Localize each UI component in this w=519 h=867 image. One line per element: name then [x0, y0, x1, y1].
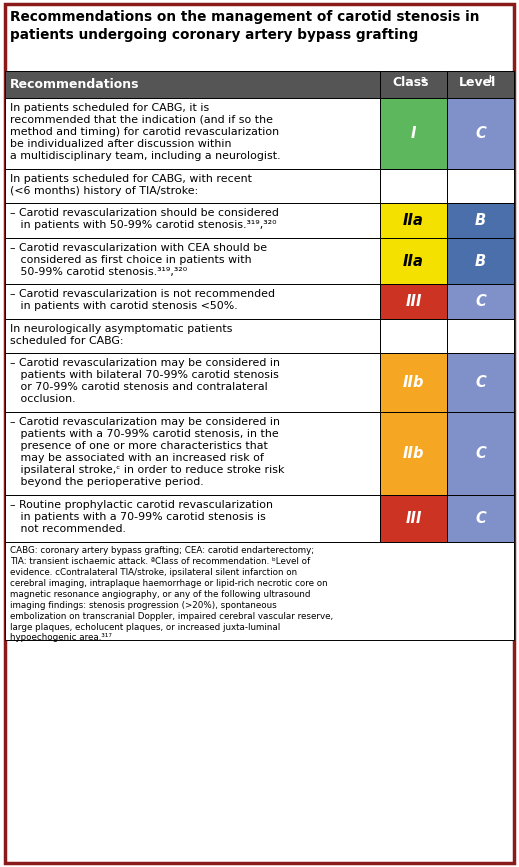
Text: IIa: IIa	[403, 213, 424, 228]
Text: In neurologically asymptomatic patients
scheduled for CABG:: In neurologically asymptomatic patients …	[10, 323, 233, 346]
Text: Level: Level	[459, 76, 496, 89]
Bar	[5, 319, 380, 353]
Text: Recommendations: Recommendations	[10, 78, 140, 91]
Bar	[5, 353, 380, 412]
Text: B: B	[475, 254, 486, 269]
Bar	[5, 495, 380, 542]
Text: C: C	[475, 375, 486, 390]
Bar	[380, 204, 447, 238]
Bar	[380, 238, 447, 284]
Bar	[380, 353, 447, 412]
Text: IIa: IIa	[403, 254, 424, 269]
Bar	[5, 71, 380, 98]
Bar	[447, 412, 514, 495]
Text: In patients scheduled for CABG, it is
recommended that the indication (and if so: In patients scheduled for CABG, it is re…	[10, 103, 280, 161]
Text: C: C	[475, 447, 486, 461]
Bar	[447, 204, 514, 238]
Bar	[380, 495, 447, 542]
Bar	[380, 284, 447, 319]
Text: IIb: IIb	[403, 447, 424, 461]
Text: C: C	[475, 511, 486, 526]
Bar	[380, 71, 447, 98]
Text: Recommendations on the management of carotid stenosis in
patients undergoing cor: Recommendations on the management of car…	[10, 10, 480, 42]
Bar	[5, 412, 380, 495]
Bar	[447, 71, 514, 98]
Text: III: III	[405, 511, 422, 526]
Bar	[5, 169, 380, 204]
Bar	[447, 98, 514, 169]
Bar	[380, 319, 447, 353]
Text: – Carotid revascularization with CEA should be
   considered as first choice in : – Carotid revascularization with CEA sho…	[10, 243, 267, 277]
Text: – Carotid revascularization may be considered in
   patients with bilateral 70-9: – Carotid revascularization may be consi…	[10, 358, 280, 404]
Text: b: b	[489, 75, 494, 84]
Bar	[447, 353, 514, 412]
Text: CABG: coronary artery bypass grafting; CEA: carotid endarterectomy;
TIA: transie: CABG: coronary artery bypass grafting; C…	[10, 546, 333, 642]
Text: – Carotid revascularization should be considered
   in patients with 50-99% caro: – Carotid revascularization should be co…	[10, 208, 279, 231]
Text: In patients scheduled for CABG, with recent
(<6 months) history of TIA/stroke:: In patients scheduled for CABG, with rec…	[10, 174, 252, 196]
Bar	[5, 542, 514, 640]
Text: C: C	[475, 294, 486, 310]
Bar	[447, 238, 514, 284]
Bar	[5, 98, 380, 169]
Text: a: a	[421, 75, 426, 84]
Bar	[447, 319, 514, 353]
Bar	[447, 284, 514, 319]
Bar	[5, 204, 380, 238]
Text: – Routine prophylactic carotid revascularization
   in patients with a 70-99% ca: – Routine prophylactic carotid revascula…	[10, 500, 273, 534]
Text: IIb: IIb	[403, 375, 424, 390]
Bar	[380, 98, 447, 169]
Bar	[380, 169, 447, 204]
Bar	[5, 284, 380, 319]
Text: Class: Class	[392, 76, 429, 89]
Bar	[5, 238, 380, 284]
Text: B: B	[475, 213, 486, 228]
Bar	[447, 495, 514, 542]
Text: I: I	[411, 126, 416, 141]
Bar	[380, 412, 447, 495]
Bar	[447, 169, 514, 204]
Text: – Carotid revascularization may be considered in
   patients with a 70-99% carot: – Carotid revascularization may be consi…	[10, 417, 284, 487]
Text: III: III	[405, 294, 422, 310]
Text: – Carotid revascularization is not recommended
   in patients with carotid steno: – Carotid revascularization is not recom…	[10, 290, 275, 311]
Text: C: C	[475, 126, 486, 141]
